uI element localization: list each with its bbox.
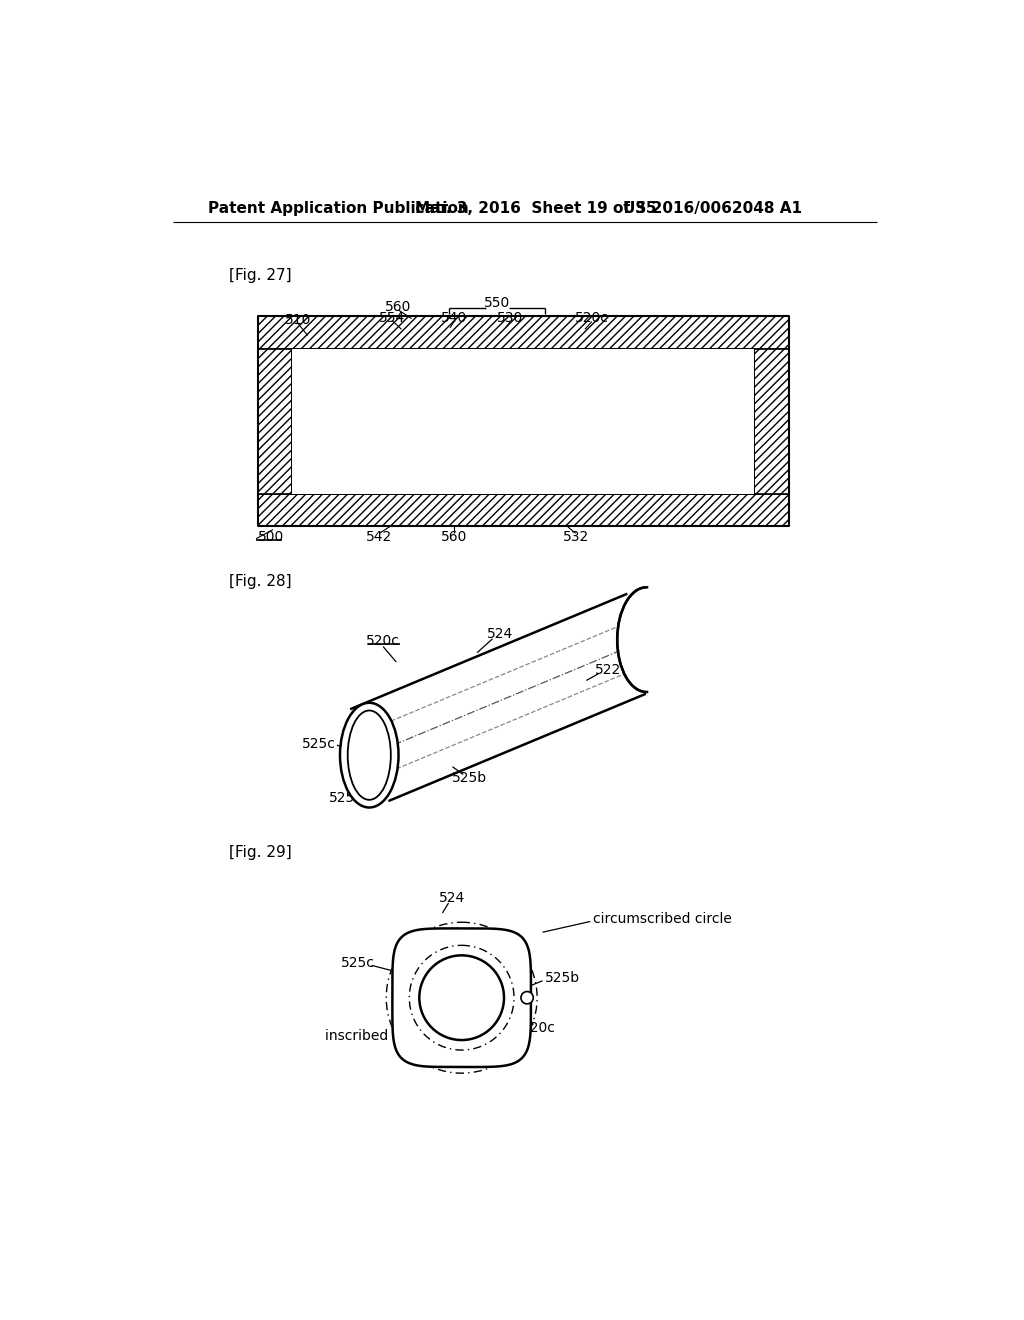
Text: 525a: 525a: [329, 791, 364, 804]
Text: 532: 532: [562, 531, 589, 544]
Text: inscribed circle: inscribed circle: [325, 1030, 429, 1043]
Text: 520c: 520c: [521, 1022, 556, 1035]
Text: 524: 524: [487, 627, 513, 642]
Text: 554: 554: [379, 310, 406, 325]
Bar: [313, 360, 733, 371]
Bar: [258, 494, 788, 527]
Text: 540: 540: [441, 310, 467, 325]
Text: Patent Application Publication: Patent Application Publication: [208, 201, 468, 216]
Text: 525b: 525b: [545, 972, 580, 986]
Text: 520c: 520c: [367, 634, 400, 648]
Text: 525c: 525c: [302, 737, 336, 751]
Text: 560: 560: [385, 300, 412, 314]
Text: 525b: 525b: [452, 771, 487, 785]
Circle shape: [419, 956, 504, 1040]
Bar: [313, 471, 733, 483]
Bar: [258, 317, 788, 348]
Text: US 2016/0062048 A1: US 2016/0062048 A1: [624, 201, 803, 216]
Text: [Fig. 27]: [Fig. 27]: [229, 268, 292, 282]
Text: 510: 510: [286, 313, 311, 327]
Text: 560: 560: [440, 531, 467, 544]
Bar: [258, 348, 292, 494]
Text: 520c: 520c: [574, 310, 608, 325]
Ellipse shape: [617, 587, 676, 692]
Text: 525a: 525a: [434, 1051, 469, 1065]
Bar: [646, 583, 801, 696]
Ellipse shape: [340, 702, 398, 808]
Text: Mar. 3, 2016  Sheet 19 of 35: Mar. 3, 2016 Sheet 19 of 35: [416, 201, 657, 216]
Text: 542: 542: [367, 531, 392, 544]
Text: 522: 522: [595, 664, 622, 677]
Text: 530: 530: [497, 310, 523, 325]
Bar: [755, 348, 788, 494]
Text: 525c: 525c: [341, 956, 375, 970]
Ellipse shape: [348, 710, 391, 800]
Text: [Fig. 29]: [Fig. 29]: [229, 845, 292, 861]
Text: 550: 550: [484, 296, 510, 310]
Text: 500: 500: [258, 531, 284, 544]
Text: [Fig. 28]: [Fig. 28]: [229, 574, 292, 590]
Circle shape: [521, 991, 534, 1005]
Polygon shape: [392, 928, 531, 1067]
Text: circumscribed circle: circumscribed circle: [593, 912, 731, 927]
Text: 524: 524: [438, 891, 465, 904]
Bar: [292, 348, 755, 494]
